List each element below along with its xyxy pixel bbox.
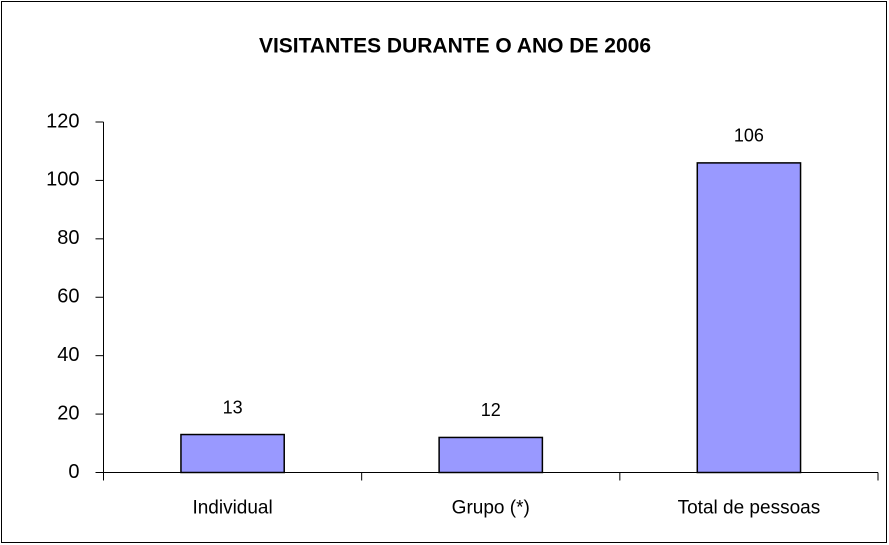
y-tick-label: 0 (68, 461, 79, 483)
data-label: 12 (481, 400, 501, 420)
data-label: 13 (223, 397, 243, 417)
y-tick-label: 100 (46, 169, 79, 191)
x-tick-label: Grupo (*) (452, 498, 530, 519)
y-tick-label: 40 (57, 344, 79, 366)
y-tick-label: 80 (57, 227, 79, 249)
data-label: 106 (734, 126, 764, 146)
bar (438, 436, 544, 474)
x-tick-label: Individual (192, 498, 272, 519)
bar (696, 162, 802, 474)
y-tick-label: 20 (57, 402, 79, 424)
chart-title: VISITANTES DURANTE O ANO DE 2006 (259, 35, 651, 58)
bar (180, 433, 285, 474)
x-tick-label: Total de pessoas (678, 498, 821, 519)
y-tick-label: 60 (57, 286, 79, 308)
y-tick-label: 120 (46, 110, 79, 132)
